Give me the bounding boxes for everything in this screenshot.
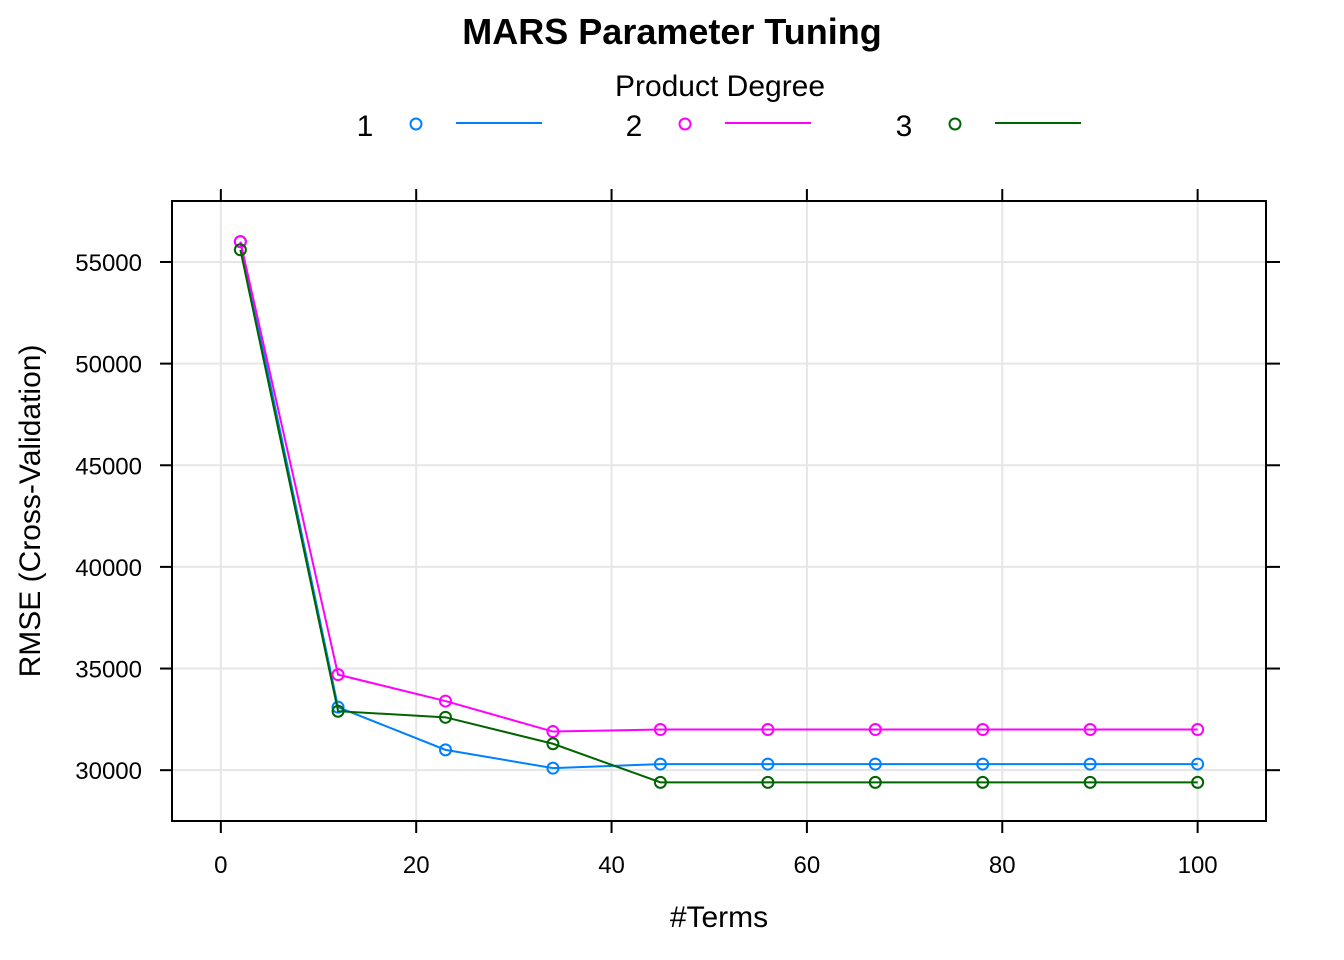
plot-frame [171, 200, 1267, 822]
series-3 [233, 243, 1205, 789]
x-tick-label: 0 [214, 852, 227, 879]
legend-point-marker [409, 117, 423, 131]
axis-ticks: 0 20 40 60 80 100 30000 35000 40000 45000 50000 550… [75, 189, 1280, 879]
data-point [653, 723, 667, 737]
chart-title: MARS Parameter Tuning [462, 11, 881, 52]
legend-point-marker [948, 117, 962, 131]
data-point [439, 710, 452, 724]
series-line [239, 241, 1198, 733]
legend-label: 1 [357, 110, 374, 143]
legend-item-3: 3 [896, 110, 1081, 143]
data-point [653, 775, 667, 789]
data-point [653, 757, 667, 771]
data-point [546, 737, 560, 751]
data-point [1083, 775, 1097, 789]
data-point [976, 775, 990, 789]
y-tick-label: 45000 [75, 453, 142, 480]
x-tick-label: 20 [403, 852, 430, 879]
y-tick-label: 30000 [75, 758, 142, 785]
legend-label: 3 [896, 110, 913, 143]
data-point [761, 775, 775, 789]
legend-label: 2 [626, 110, 643, 143]
data-point [761, 723, 775, 737]
data-point [976, 757, 990, 771]
data-point [233, 243, 247, 257]
legend-item-2: 2 [626, 110, 811, 143]
data-point [868, 775, 882, 789]
series-line [239, 241, 1198, 770]
x-tick-label: 40 [598, 852, 625, 879]
data-point [976, 723, 990, 737]
y-tick-label: 50000 [75, 352, 142, 379]
y-axis-label: RMSE (Cross-Validation) [14, 345, 47, 678]
data-point [331, 700, 345, 714]
data-point [1191, 723, 1205, 737]
y-tick-label: 35000 [75, 657, 142, 684]
x-tick-label: 80 [989, 852, 1016, 879]
data-point [439, 694, 452, 708]
y-tick-label: 40000 [75, 555, 142, 582]
data-point [233, 235, 247, 249]
data-point [868, 723, 882, 737]
x-tick-label: 100 [1178, 852, 1218, 879]
data-point [546, 725, 560, 739]
series-1 [233, 235, 1205, 775]
legend-item-1: 1 [357, 110, 542, 143]
x-axis-label: #Terms [670, 901, 768, 934]
data-point [1191, 775, 1205, 789]
data-point [761, 757, 775, 771]
x-tick-label: 60 [794, 852, 821, 879]
data-point [1083, 757, 1097, 771]
grid [172, 201, 1266, 821]
data-point [331, 668, 345, 682]
data-point [546, 761, 560, 775]
data-point [868, 757, 882, 771]
y-tick-label: 55000 [75, 250, 142, 277]
series-layer [233, 235, 1205, 789]
series-2 [233, 235, 1205, 739]
data-point [331, 704, 345, 718]
data-point [1191, 757, 1205, 771]
series-line [239, 249, 1198, 784]
data-point [439, 743, 452, 757]
legend-point-marker [678, 117, 692, 131]
legend: 1 2 3 [357, 110, 1081, 143]
data-point [1083, 723, 1097, 737]
legend-title: Product Degree [615, 70, 825, 103]
